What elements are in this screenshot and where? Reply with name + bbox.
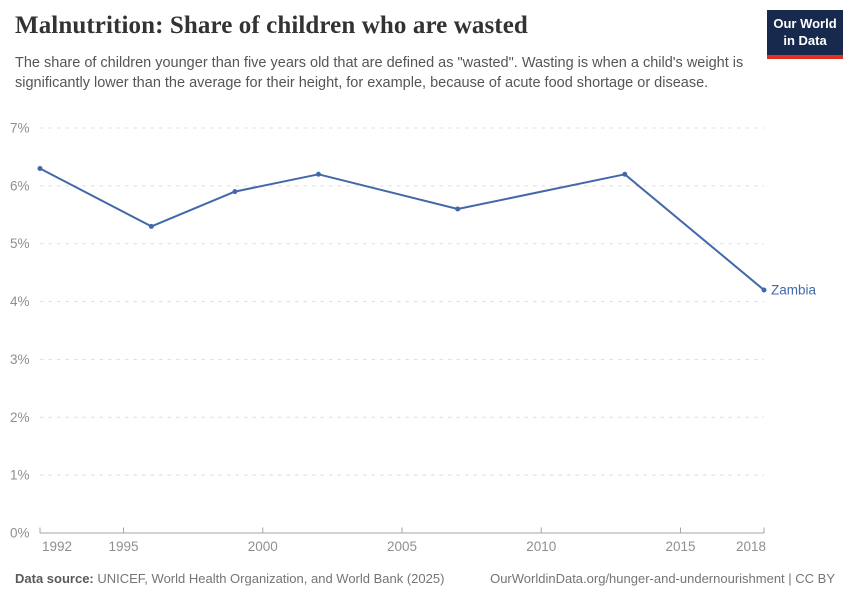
data-source-label: Data source: <box>15 571 94 586</box>
x-axis-label: 1995 <box>109 539 139 554</box>
y-axis-label: 1% <box>10 468 30 483</box>
y-axis-label: 0% <box>10 526 30 541</box>
y-axis: 0% 1% 2% 3% 4% 5% 6% 7% <box>10 121 30 541</box>
x-axis-label: 2005 <box>387 539 417 554</box>
owid-logo[interactable]: Our World in Data <box>767 10 843 59</box>
chart-footer: Data source: UNICEF, World Health Organi… <box>15 571 835 586</box>
x-axis-label: 1992 <box>42 539 72 554</box>
y-axis-label: 3% <box>10 352 30 367</box>
attribution-link[interactable]: OurWorldinData.org/hunger-and-undernouri… <box>490 571 835 586</box>
y-axis-label: 2% <box>10 410 30 425</box>
data-point[interactable] <box>37 166 43 171</box>
data-point[interactable] <box>622 171 628 177</box>
data-point[interactable] <box>315 171 321 177</box>
gridlines <box>40 127 764 476</box>
series-end-label[interactable]: Zambia <box>771 283 817 298</box>
x-axis-label: 2000 <box>248 539 278 554</box>
owid-logo-line1: Our World <box>773 16 837 31</box>
data-point[interactable] <box>148 223 154 229</box>
x-axis-label: 2018 <box>736 539 766 554</box>
x-axis: 1992 1995 2000 2005 2010 2015 2018 <box>39 527 766 554</box>
data-point[interactable] <box>455 206 461 212</box>
data-point[interactable] <box>761 287 767 293</box>
data-source-note: Data source: UNICEF, World Health Organi… <box>15 571 444 586</box>
y-axis-label: 4% <box>10 294 30 309</box>
y-axis-label: 6% <box>10 178 30 193</box>
data-source-value: UNICEF, World Health Organization, and W… <box>93 571 445 586</box>
series-group: Zambia <box>37 166 817 298</box>
page-title: Malnutrition: Share of children who are … <box>15 12 528 39</box>
series-line[interactable] <box>39 167 765 291</box>
x-axis-label: 2015 <box>665 539 695 554</box>
x-axis-label: 2010 <box>526 539 556 554</box>
owid-logo-line2: in Data <box>783 32 827 48</box>
data-point[interactable] <box>232 189 238 195</box>
chart-subtitle: The share of children younger than five … <box>15 55 744 91</box>
y-axis-label: 7% <box>10 121 30 136</box>
y-axis-label: 5% <box>10 236 30 251</box>
